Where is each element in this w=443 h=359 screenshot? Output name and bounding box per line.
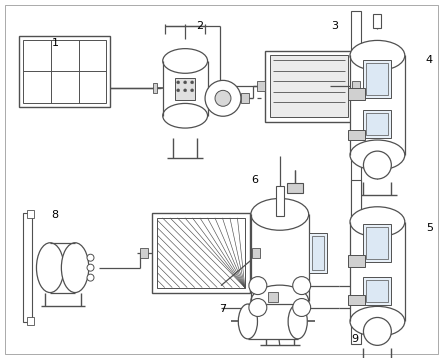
Bar — [257, 81, 265, 91]
Circle shape — [190, 89, 194, 92]
Bar — [252, 248, 260, 258]
Bar — [363, 110, 391, 138]
Ellipse shape — [350, 306, 405, 336]
Bar — [309, 233, 326, 272]
Circle shape — [190, 81, 194, 84]
Bar — [153, 83, 157, 93]
Bar — [351, 180, 361, 344]
Bar — [363, 60, 391, 98]
Circle shape — [293, 299, 311, 317]
Ellipse shape — [163, 48, 208, 73]
Text: 1: 1 — [52, 38, 59, 47]
Bar — [175, 78, 195, 100]
Bar — [268, 292, 278, 302]
Text: 9: 9 — [351, 334, 358, 344]
Bar — [347, 255, 365, 267]
Bar — [19, 36, 110, 107]
Bar — [23, 39, 106, 103]
Bar — [347, 130, 365, 140]
Circle shape — [87, 254, 94, 261]
Bar — [157, 218, 245, 288]
Text: 2: 2 — [197, 20, 204, 31]
Bar — [241, 93, 249, 103]
Bar — [347, 294, 365, 304]
Circle shape — [177, 89, 180, 92]
Bar — [366, 280, 389, 302]
Ellipse shape — [350, 207, 405, 237]
Bar — [287, 183, 303, 193]
Circle shape — [363, 317, 391, 345]
Ellipse shape — [288, 304, 307, 339]
Circle shape — [177, 81, 180, 84]
Circle shape — [205, 80, 241, 116]
Bar — [363, 224, 391, 262]
Ellipse shape — [238, 304, 257, 339]
Bar — [363, 277, 391, 304]
Bar — [353, 81, 361, 91]
Bar — [366, 64, 389, 95]
Text: 8: 8 — [51, 210, 58, 220]
Bar — [366, 113, 389, 135]
Bar — [248, 304, 298, 339]
Circle shape — [215, 90, 231, 106]
Ellipse shape — [350, 140, 405, 170]
Bar — [140, 248, 148, 258]
Bar — [27, 210, 34, 218]
Text: 4: 4 — [426, 55, 433, 65]
Bar — [152, 213, 250, 293]
Bar — [50, 243, 75, 293]
Circle shape — [293, 277, 311, 294]
Bar — [163, 61, 208, 116]
Bar — [373, 14, 381, 28]
Circle shape — [363, 151, 391, 179]
Bar — [366, 227, 389, 259]
Circle shape — [184, 81, 187, 84]
Text: 3: 3 — [331, 20, 338, 31]
Ellipse shape — [62, 243, 89, 293]
Circle shape — [249, 277, 267, 294]
Bar — [276, 186, 284, 216]
Bar — [311, 236, 323, 270]
Bar — [347, 88, 365, 100]
Bar — [351, 11, 361, 220]
Bar — [251, 214, 309, 301]
Circle shape — [87, 274, 94, 281]
Text: 6: 6 — [251, 175, 258, 185]
Text: 7: 7 — [219, 304, 226, 314]
Circle shape — [184, 89, 187, 92]
Ellipse shape — [251, 285, 309, 317]
Ellipse shape — [36, 243, 64, 293]
Ellipse shape — [163, 103, 208, 128]
Circle shape — [249, 299, 267, 317]
Circle shape — [87, 264, 94, 271]
Text: 5: 5 — [426, 223, 433, 233]
Ellipse shape — [251, 199, 309, 230]
Ellipse shape — [350, 41, 405, 71]
Bar — [23, 213, 32, 322]
Bar — [270, 56, 347, 117]
Bar — [350, 222, 405, 321]
Bar — [265, 51, 353, 122]
Bar — [27, 317, 34, 325]
Bar — [350, 56, 405, 155]
